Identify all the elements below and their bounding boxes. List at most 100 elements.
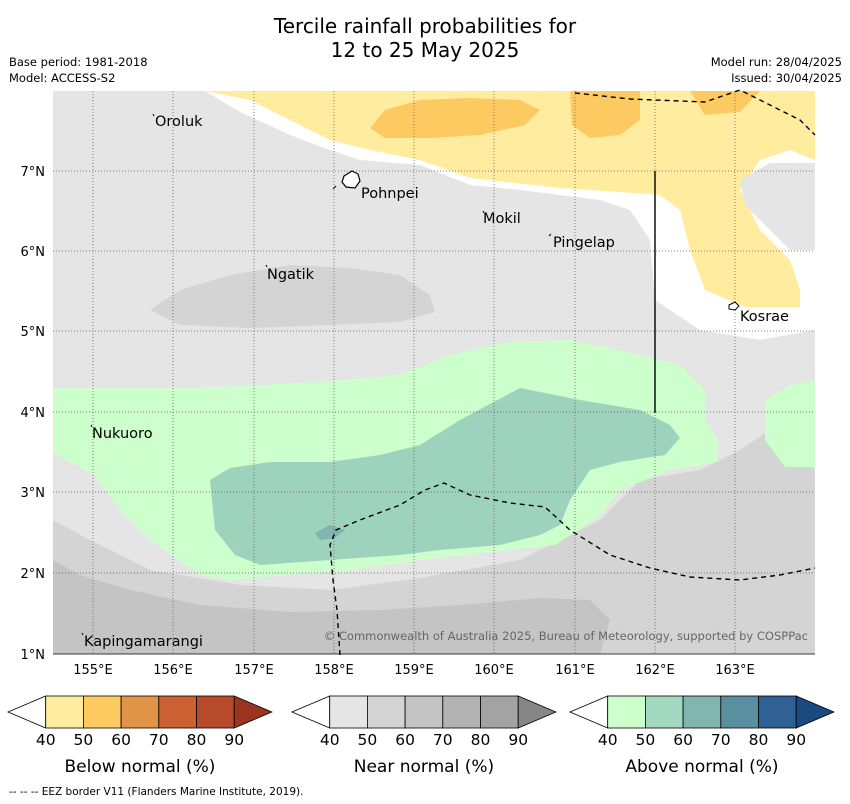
below-normal-40-region — [205, 91, 815, 307]
near-normal-50-region-south — [53, 430, 815, 654]
base-period: Base period: 1981-2018 — [9, 55, 148, 69]
colorbar-tick-label: 90 — [224, 731, 244, 749]
colorbar-swatch — [120, 695, 160, 729]
colorbar-tick-label: 60 — [673, 731, 693, 749]
below-normal-50-region-ne — [690, 91, 760, 115]
page-title-line2: 12 to 25 May 2025 — [330, 38, 520, 62]
colorbar-0: 40 50 60 70 80 90 Below normal (%) — [6, 695, 273, 777]
eez-borders — [329, 89, 816, 656]
eez-border-north — [574, 89, 816, 136]
lon-labels: 155°E 156°E 157°E 158°E 159°E 160°E 161°E 162°E… — [73, 663, 755, 678]
colorbar-tick-label: 40 — [36, 731, 56, 749]
issued-date: Issued: 30/04/2025 — [731, 71, 842, 85]
colorbar-2: 40 50 60 70 80 90 Above normal (%) — [568, 695, 835, 777]
near-normal-40-region-west — [53, 112, 300, 380]
above-normal-50-region — [210, 388, 680, 565]
ant-atoll — [332, 185, 337, 190]
colorbar-swatch — [158, 695, 197, 729]
below-normal-50-region-east — [570, 91, 640, 138]
colorbar-tick-label: 60 — [395, 731, 415, 749]
oroluk-marker — [152, 113, 155, 117]
colorbar-title: Below normal (%) — [64, 757, 215, 777]
colorbar-title: Above normal (%) — [625, 757, 778, 777]
page-title-line1: Tercile rainfall probabilities for — [273, 14, 577, 38]
colorbar-tick-label: 50 — [74, 731, 94, 749]
pohnpei-island — [341, 170, 361, 189]
colorbar-swatch — [480, 695, 519, 729]
lat-label: 4°N — [21, 406, 46, 421]
colorbars: 40 50 60 70 80 90 Below normal (%) 40 50 60 70 80 90… — [6, 695, 835, 777]
near-normal-50-region — [150, 265, 435, 328]
colorbar-tick-label: 90 — [508, 731, 528, 749]
nukuoro-marker — [90, 424, 93, 428]
colorbar-tick-label: 70 — [711, 731, 731, 749]
colorbar-swatch — [329, 695, 368, 729]
lon-label: 156°E — [153, 663, 193, 678]
map-fields — [53, 91, 815, 654]
eez-footnote: -- -- -- EEZ border V11 (Flanders Marine… — [9, 786, 304, 798]
colorbar-swatch — [442, 695, 481, 729]
place-labels: Oroluk Pohnpei Mokil Pingelap Ngatik Kos… — [84, 114, 789, 650]
near-normal-60-region — [53, 560, 610, 654]
lat-label: 7°N — [21, 165, 46, 180]
colorbar-swatch — [366, 695, 406, 729]
model-run: Model run: 28/04/2025 — [710, 55, 842, 69]
colorbar-low-extend — [568, 695, 609, 729]
colorbar-tick-label: 80 — [471, 731, 491, 749]
colorbar-swatch — [720, 695, 759, 729]
lon-label: 160°E — [474, 663, 514, 678]
lat-label: 6°N — [21, 245, 46, 260]
colorbar-swatch — [83, 695, 122, 729]
lon-label: 161°E — [555, 663, 595, 678]
colorbar-tick-label: 40 — [598, 731, 618, 749]
colorbar-tick-label: 80 — [749, 731, 769, 749]
colorbar-low-extend — [290, 695, 331, 729]
colorbar-1: 40 50 60 70 80 90 Near normal (%) — [290, 695, 557, 777]
colorbar-low-extend — [6, 695, 47, 729]
kapingamarangi-marker — [81, 632, 84, 636]
lon-label: 162°E — [635, 663, 675, 678]
kosrae-island — [728, 301, 740, 311]
lat-label: 5°N — [21, 325, 46, 340]
colorbar-swatch — [404, 695, 444, 729]
copyright-notice: © Commonwealth of Australia 2025, Bureau… — [324, 629, 808, 643]
colorbar-swatch — [758, 695, 797, 729]
colorbar-tick-label: 90 — [786, 731, 806, 749]
place-ngatik: Ngatik — [267, 267, 315, 283]
colorbar-tick-label: 70 — [149, 731, 169, 749]
place-mokil: Mokil — [483, 211, 521, 227]
place-oroluk: Oroluk — [155, 114, 203, 130]
lat-label: 3°N — [21, 486, 46, 501]
colorbar-high-extend — [795, 695, 835, 729]
place-pingelap: Pingelap — [553, 235, 615, 251]
colorbar-tick-label: 50 — [358, 731, 378, 749]
colorbar-swatch — [196, 695, 235, 729]
colorbar-swatch — [45, 695, 84, 729]
below-normal-50-region-north — [370, 98, 540, 138]
lat-label: 1°N — [21, 648, 46, 663]
lat-labels: 7°N 6°N 5°N 4°N 3°N 2°N 1°N — [21, 165, 46, 663]
lon-label: 163°E — [715, 663, 755, 678]
colorbar-tick-label: 80 — [187, 731, 207, 749]
colorbar-swatch — [607, 695, 646, 729]
colorbar-tick-label: 60 — [111, 731, 131, 749]
place-pohnpei: Pohnpei — [361, 186, 419, 202]
lon-label: 155°E — [73, 663, 113, 678]
colorbar-swatch — [645, 695, 684, 729]
colorbar-swatch — [682, 695, 722, 729]
place-nukuoro: Nukuoro — [92, 426, 153, 442]
lon-label: 158°E — [314, 663, 354, 678]
lon-label: 159°E — [394, 663, 434, 678]
colorbar-tick-label: 50 — [636, 731, 656, 749]
model-name: Model: ACCESS-S2 — [9, 71, 116, 85]
above-normal-40-region-east — [765, 380, 815, 467]
lat-label: 2°N — [21, 567, 46, 582]
pingelap-marker — [548, 233, 552, 237]
ngatik-marker — [265, 264, 268, 268]
eez-border-south — [329, 482, 816, 656]
place-kapingamarangi: Kapingamarangi — [84, 634, 203, 650]
colorbar-title: Near normal (%) — [354, 757, 494, 777]
colorbar-high-extend — [233, 695, 273, 729]
colorbar-high-extend — [517, 695, 557, 729]
